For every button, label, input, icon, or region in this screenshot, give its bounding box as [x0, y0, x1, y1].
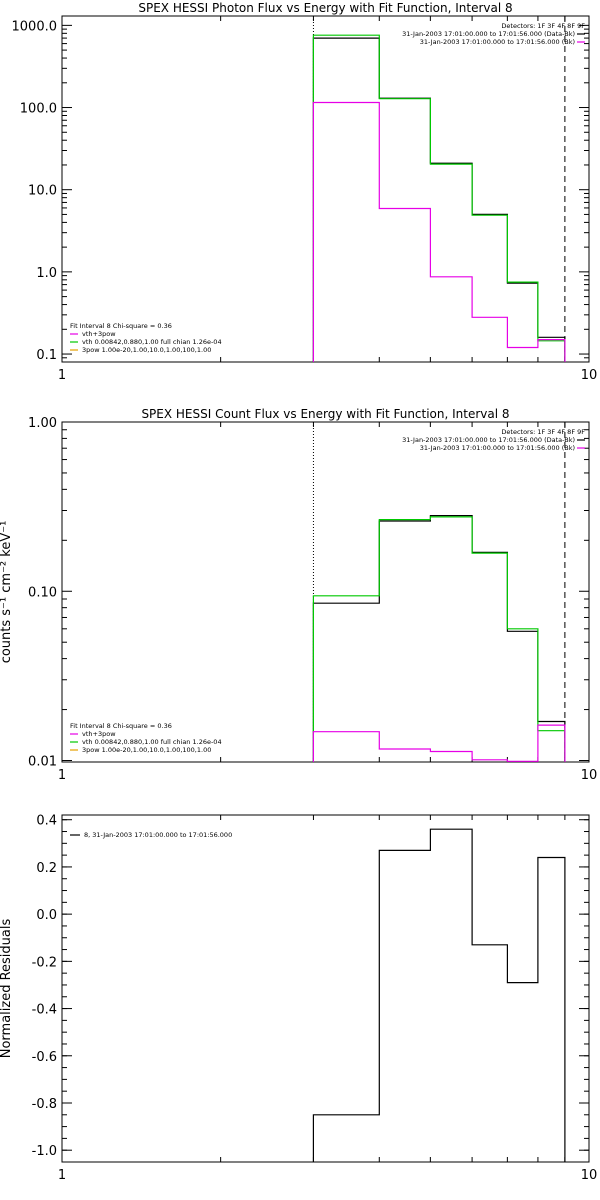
legend-entry-label: 8, 31-Jan-2003 17:01:00.000 to 17:01:56.…: [84, 831, 232, 839]
chart-panel-1: SPEX HESSI Photon Flux vs Energy with Fi…: [12, 1, 598, 383]
series-step-2: [312, 516, 566, 762]
legend-detectors: Detectors: 1F 3F 4F 8F 9F: [501, 428, 585, 436]
chart-panel-2: SPEX HESSI Count Flux vs Energy with Fit…: [0, 407, 597, 783]
y-tick-label: -0.4: [32, 1003, 57, 1018]
y-tick-label: 0.1: [36, 348, 57, 363]
legend-entry-label: vth+3pow: [82, 330, 116, 338]
y-tick-label: 1.00: [28, 416, 57, 431]
x-tick-label: 10: [581, 368, 598, 383]
y-tick-label: 0.01: [28, 755, 57, 770]
chart-panel-3: Normalized Residuals 1 10 -1.0 -0.8 -0.6 -0.4 -…: [0, 814, 597, 1183]
plot-frame: [61, 15, 590, 363]
series-step-3: [312, 101, 566, 362]
chart-title: SPEX HESSI Count Flux vs Energy with Fit…: [141, 407, 509, 421]
y-tick-label: 0.10: [28, 585, 57, 600]
y-axis-label: Normalized Residuals: [0, 919, 14, 1059]
y-tick-label: 1000.0: [12, 19, 58, 34]
plot-frame: [61, 421, 590, 763]
y-tick-label: -1.0: [32, 1144, 57, 1159]
y-tick-label: 10.0: [28, 184, 57, 199]
series-step-3: [312, 724, 566, 762]
legend-entry-label: vth 0.00842,0.880,1.00 full chian 1.26e-…: [82, 338, 222, 346]
series-step-2: [312, 34, 566, 362]
y-tick-label: 1.0: [36, 266, 57, 281]
legend-entry-label: 31-Jan-2003 17:01:00.000 to 17:01:56.000…: [402, 436, 575, 444]
x-tick-label: 10: [581, 1168, 598, 1183]
y-tick-label: 0.2: [36, 861, 57, 876]
y-tick-label: -0.6: [32, 1050, 57, 1065]
legend-entry-label: 31-Jan-2003 17:01:00.000 to 17:01:56.000…: [420, 444, 575, 452]
series-step-1: [312, 828, 566, 1162]
y-tick-label: 0.4: [36, 814, 57, 829]
legend-entry-label: 31-Jan-2003 17:01:00.000 to 17:01:56.000…: [420, 38, 575, 46]
y-axis-label: counts s⁻¹ cm⁻² keV⁻¹: [0, 521, 14, 664]
legend-fit-header: Fit Interval 8 Chi-square = 0.36: [70, 322, 172, 330]
x-tick-label: 1: [58, 368, 66, 383]
plot-frame: [61, 814, 590, 1163]
x-tick-label: 1: [58, 768, 66, 783]
legend-entry-label: 31-Jan-2003 17:01:00.000 to 17:01:56.000…: [402, 30, 575, 38]
series-step-1: [312, 37, 566, 362]
legend-entry-label: 3pow 1.00e-20,1.00,10.0,1.00,100,1.00: [82, 346, 211, 354]
y-tick-label: -0.8: [32, 1097, 57, 1112]
y-tick-label: -0.2: [32, 955, 57, 970]
chart-title: SPEX HESSI Photon Flux vs Energy with Fi…: [138, 1, 512, 15]
legend-entry-label: vth+3pow: [82, 730, 116, 738]
legend-entry-label: 3pow 1.00e-20,1.00,10.0,1.00,100,1.00: [82, 746, 211, 754]
x-tick-label: 1: [58, 1168, 66, 1183]
y-tick-label: 100.0: [20, 102, 57, 117]
y-tick-label: 0.0: [36, 908, 57, 923]
legend-detectors: Detectors: 1F 3F 4F 8F 9F: [501, 22, 585, 30]
series-step-1: [312, 515, 566, 762]
x-tick-label: 10: [581, 768, 598, 783]
legend-entry-label: vth 0.00842,0.880,1.00 full chian 1.26e-…: [82, 738, 222, 746]
legend-fit-header: Fit Interval 8 Chi-square = 0.36: [70, 722, 172, 730]
